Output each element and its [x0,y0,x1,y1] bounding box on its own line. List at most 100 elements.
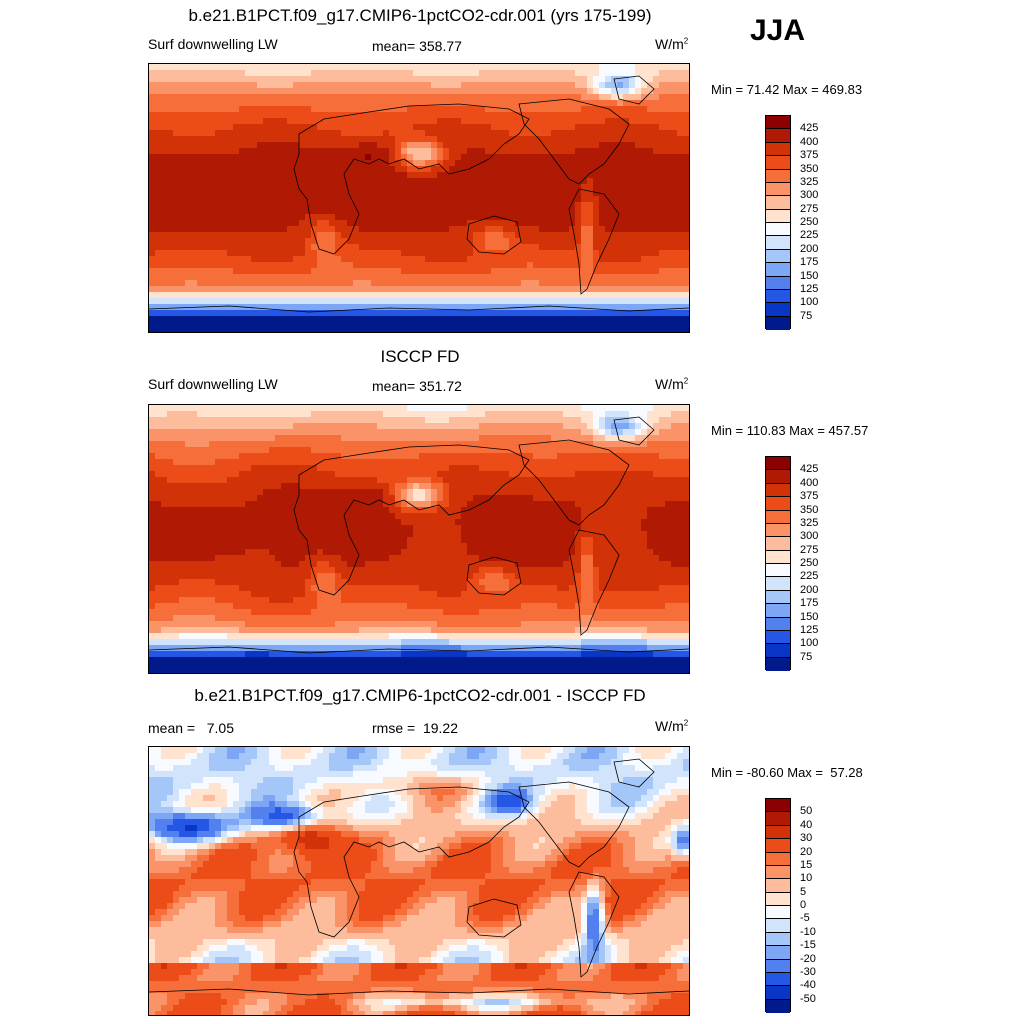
colorbar-label: 40 [800,818,813,831]
colorbar-label: 100 [800,637,819,650]
colorbar-box [766,116,790,130]
panel3-map [148,746,690,1016]
colorbar-box [766,289,790,304]
colorbar-label: 125 [800,282,819,295]
colorbar-box [766,182,790,197]
season-label: JJA [750,14,806,47]
colorbar-label: 125 [800,623,819,636]
colorbar-label: 425 [800,463,819,476]
colorbar-box [766,812,790,826]
panel2-map [148,404,690,674]
colorbar-box [766,550,790,564]
panel2-colorbar [765,456,791,671]
colorbar-box [766,470,790,484]
panel1-mean-label: mean= 358.77 [372,38,462,54]
colorbar-box [766,249,790,264]
colorbar-label: 325 [800,516,819,529]
colorbar-box [766,510,790,524]
colorbar-label: 100 [800,296,819,309]
panel2-variable-label: Surf downwelling LW [148,376,278,392]
colorbar-box [766,932,790,947]
colorbar-box [766,537,790,551]
colorbar-box [766,577,790,591]
colorbar-box [766,919,790,933]
colorbar-box [766,223,790,237]
colorbar-label: 75 [800,650,813,663]
colorbar-label: 275 [800,543,819,556]
panel1-variable-label: Surf downwelling LW [148,36,278,52]
colorbar-box [766,142,790,157]
colorbar-box [766,657,790,671]
colorbar-label: 250 [800,557,819,569]
colorbar-box [766,169,790,183]
colorbar-box [766,852,790,866]
colorbar-label: 20 [800,845,813,858]
colorbar-label: 175 [800,256,819,269]
colorbar-box [766,209,790,223]
colorbar-label: 375 [800,149,819,162]
colorbar-box [766,617,790,631]
colorbar-box [766,999,790,1013]
panel1-title: b.e21.B1PCT.f09_g17.CMIP6-1pctCO2-cdr.00… [188,6,652,25]
colorbar-label: 225 [800,229,819,242]
colorbar-label: 175 [800,597,819,610]
colorbar-box [766,316,790,330]
colorbar-label: 250 [800,216,819,228]
panel1-map [148,63,690,333]
colorbar-label: 200 [800,583,819,596]
colorbar-label: 275 [800,202,819,215]
colorbar-box [766,236,790,250]
colorbar-label: 50 [800,805,813,818]
colorbar-label: 350 [800,503,819,516]
colorbar-label: 5 [800,885,807,898]
colorbar-box [766,892,790,906]
panel2-field [149,405,689,673]
colorbar-label: 300 [800,189,819,202]
panel1-minmax: Min = 71.42 Max = 469.83 [711,82,863,97]
colorbar-box [766,946,790,960]
panel3-colorbar [765,798,791,1013]
colorbar-box [766,799,790,813]
colorbar-box [766,839,790,853]
colorbar-label: 15 [800,858,813,871]
colorbar-box [766,604,790,618]
colorbar-box [766,959,790,973]
colorbar-label: 425 [800,122,819,135]
colorbar-box [766,825,790,840]
panel3-units: W/m2 [655,718,689,734]
colorbar-label: 200 [800,242,819,255]
colorbar-label: 375 [800,490,819,503]
colorbar-box [766,263,790,277]
colorbar-label: 225 [800,570,819,583]
panel2-title: ISCCP FD [380,347,460,366]
colorbar-label: -50 [800,992,816,1005]
colorbar-label: -40 [800,979,816,992]
colorbar-label: 325 [800,175,819,188]
colorbar-box [766,564,790,578]
colorbar-label: -30 [800,965,816,978]
colorbar-label: 400 [800,135,819,148]
colorbar-box [766,156,790,170]
panel3-field [149,747,689,1015]
colorbar-box [766,483,790,498]
colorbar-box [766,986,790,1000]
colorbar-box [766,457,790,471]
colorbar-box [766,879,790,893]
colorbar-label: -20 [800,952,816,965]
colorbar-label: 75 [800,309,813,322]
panel3-title: b.e21.B1PCT.f09_g17.CMIP6-1pctCO2-cdr.00… [194,686,646,705]
panel3-minmax: Min = -80.60 Max = 57.28 [711,765,863,780]
colorbar-box [766,196,790,210]
colorbar-label: 300 [800,530,819,543]
colorbar-box [766,276,790,290]
colorbar-label: 400 [800,476,819,489]
panel1-field [149,64,689,332]
colorbar-label: 150 [800,610,819,623]
colorbar-label: -15 [800,939,816,952]
colorbar-label: 350 [800,162,819,175]
colorbar-box [766,630,790,645]
panel1-colorbar [765,115,791,330]
panel2-mean-label: mean= 351.72 [372,378,462,394]
colorbar-box [766,129,790,143]
panel2-minmax: Min = 110.83 Max = 457.57 [711,423,869,438]
